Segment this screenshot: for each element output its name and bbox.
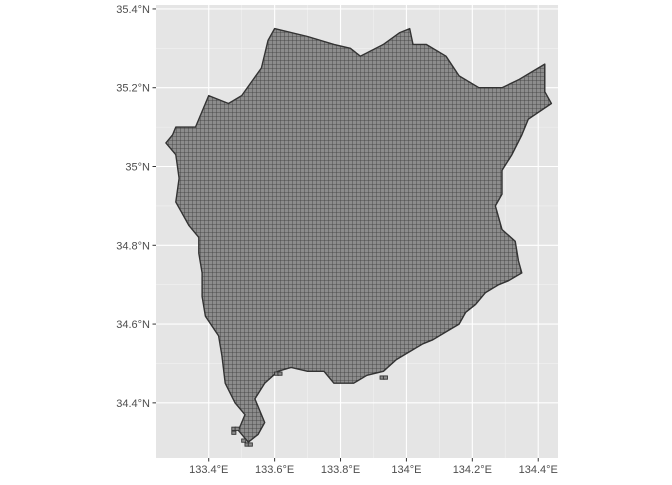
grid-cell <box>247 442 253 447</box>
x-tick-label: 133.6°E <box>255 464 294 476</box>
grid-cell <box>382 375 388 380</box>
x-tick-label: 134°E <box>391 464 421 476</box>
grid-cell <box>277 371 283 376</box>
grid-cell <box>241 438 247 443</box>
y-tick-label: 35.4°N <box>116 4 150 16</box>
x-tick-label: 133.4°E <box>189 464 228 476</box>
x-tick-label: 134.2°E <box>453 464 492 476</box>
grid-cell <box>234 426 240 431</box>
x-axis: 133.4°E 133.6°E 133.8°E 134°E 134.2°E 134.4°E <box>189 458 558 476</box>
y-tick-label: 35.2°N <box>116 83 150 95</box>
y-tick-label: 34.4°N <box>116 398 150 410</box>
x-tick-label: 134.4°E <box>519 464 558 476</box>
island-cells <box>231 371 388 447</box>
y-tick-label: 35°N <box>125 162 150 174</box>
y-axis: 34.4°N 34.6°N 34.8°N 35°N 35.2°N 35.4°N <box>116 4 156 410</box>
x-tick-label: 133.8°E <box>321 464 360 476</box>
y-tick-label: 34.8°N <box>116 240 150 252</box>
y-tick-label: 34.6°N <box>116 319 150 331</box>
gridded-region <box>165 27 553 443</box>
grid-cell <box>231 430 237 435</box>
